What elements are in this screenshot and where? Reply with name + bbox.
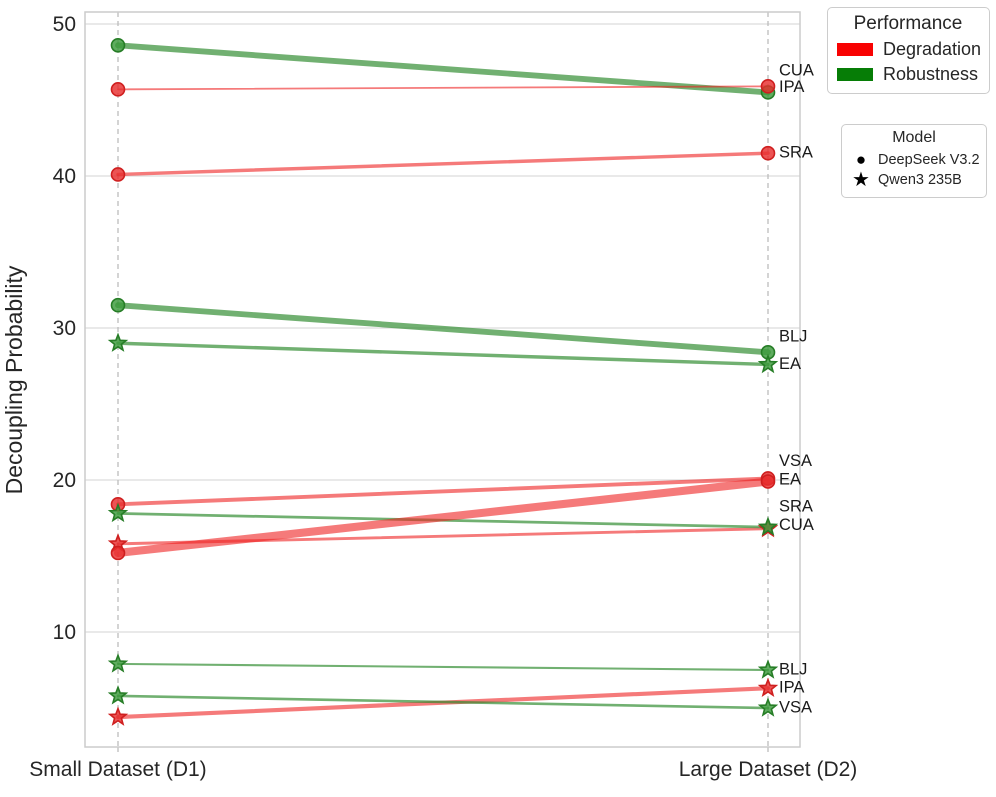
marker-circle-ipa-d2 [760, 79, 776, 94]
robustness-color-swatch [837, 68, 873, 81]
marker-star-sra-d2 [757, 516, 779, 536]
marker-star-ea-d1 [107, 332, 129, 352]
y-tick-label-10: 10 [53, 621, 76, 644]
marker-star-vsa-d2 [757, 697, 779, 717]
plot-border [84, 11, 801, 748]
legend-item-qwen: ★ Qwen3 235B [850, 170, 978, 190]
y-tick-label-30: 30 [53, 317, 76, 340]
deepseek-label: DeepSeek V3.2 [878, 151, 980, 168]
x-tick-label-d1: Small Dataset (D1) [29, 758, 206, 781]
marker-star-vsa-d1 [107, 685, 129, 705]
marker-circle-sra-d2 [760, 145, 776, 161]
method-label-sra-qwen: SRA [779, 498, 813, 516]
marker-star-ipa-d2 [757, 677, 779, 697]
legend-item-degradation: Degradation [837, 39, 982, 60]
method-label-blj-deepseek: BLJ [779, 327, 807, 345]
marker-circle-ea-d2 [760, 474, 776, 489]
performance-legend: Performance Degradation Robustness [827, 7, 990, 94]
method-label-cua-qwen: CUA [779, 516, 814, 534]
series-line-ea-deepseek [113, 477, 773, 558]
series-line-cua-deepseek [115, 42, 771, 96]
method-label-vsa-qwen: VSA [779, 698, 812, 716]
method-label-cua-deepseek: CUA [779, 61, 814, 79]
series-line-vsa-deepseek [116, 476, 770, 507]
performance-legend-title: Performance [853, 13, 963, 34]
method-label-ea-qwen: EA [779, 355, 801, 373]
marker-star-sra-d1 [107, 502, 129, 523]
method-label-sra-deepseek: SRA [779, 144, 813, 162]
marker-circle-ipa-d1 [110, 82, 126, 97]
marker-star-blj-d2 [757, 659, 779, 679]
marker-star-blj-d1 [107, 653, 129, 673]
model-legend: Model ● DeepSeek V3.2 ★ Qwen3 235B [841, 124, 987, 198]
method-label-vsa-deepseek: VSA [779, 452, 812, 470]
series-line-sra-deepseek [116, 151, 770, 177]
model-legend-title: Model [892, 129, 936, 146]
marker-circle-ea-d1 [110, 545, 126, 561]
series-line-ipa-deepseek [117, 85, 769, 91]
degradation-label: Degradation [883, 39, 982, 59]
legend-item-robustness: Robustness [837, 64, 979, 85]
series-line-ea-qwen [116, 341, 770, 367]
robustness-label: Robustness [883, 64, 979, 84]
marker-circle-cua-d1 [110, 37, 126, 53]
marker-star-ea-d2 [757, 353, 779, 374]
method-label-ipa-deepseek: IPA [779, 78, 804, 96]
marker-star-ipa-d1 [107, 706, 129, 726]
star-marker-icon: ★ [852, 169, 870, 191]
series-line-blj-qwen [116, 662, 770, 672]
marker-circle-sra-d1 [110, 167, 126, 182]
series-line-blj-deepseek [115, 302, 771, 356]
y-axis-label: Decoupling Probability [1, 265, 27, 494]
degradation-color-swatch [837, 43, 873, 56]
y-tick-label-50: 50 [53, 13, 76, 36]
marker-circle-blj-d1 [110, 297, 126, 313]
method-label-blj-qwen: BLJ [779, 660, 807, 678]
qwen-label: Qwen3 235B [878, 172, 962, 188]
y-tick-label-40: 40 [53, 165, 76, 188]
y-tick-label-20: 20 [53, 469, 76, 492]
series-line-vsa-qwen [116, 694, 770, 710]
method-label-ipa-qwen: IPA [779, 679, 804, 697]
circle-marker-icon: ● [855, 150, 867, 169]
legend-item-deepseek: ● DeepSeek V3.2 [850, 150, 980, 169]
method-label-ea-deepseek: EA [779, 470, 801, 488]
x-tick-label-d2: Large Dataset (D2) [679, 758, 858, 781]
